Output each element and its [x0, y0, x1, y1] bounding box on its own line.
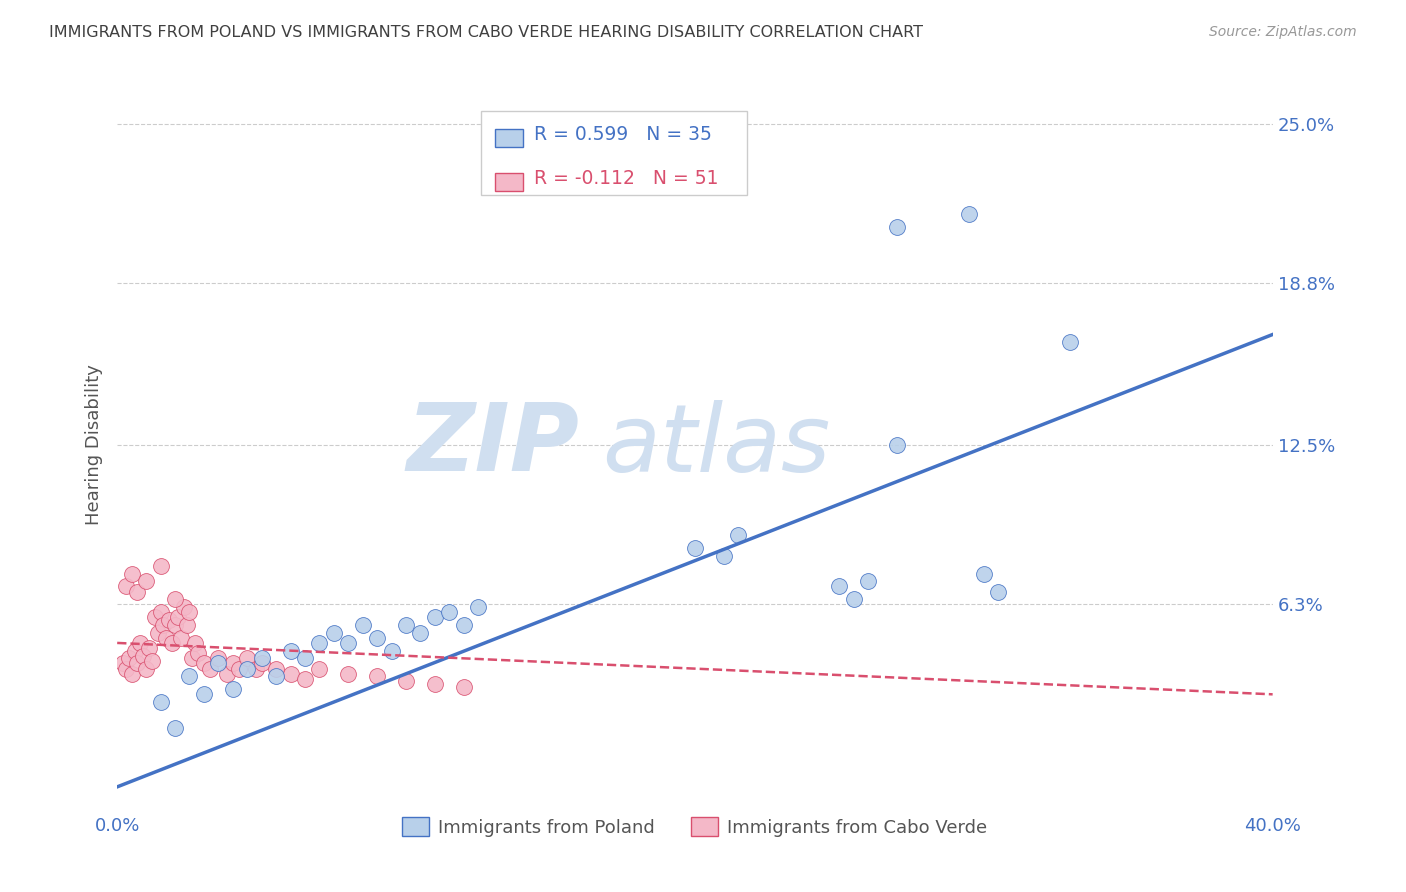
Point [149, 558, 172, 573]
Point [118, 651, 141, 665]
Point [135, 574, 157, 589]
Point [828, 579, 851, 593]
Point [141, 654, 163, 668]
Point [149, 605, 172, 619]
Point [366, 631, 388, 645]
Point [423, 677, 446, 691]
Point [222, 682, 245, 697]
Point [228, 662, 250, 676]
Point [1059, 335, 1081, 350]
Point [467, 599, 489, 614]
Point [453, 680, 475, 694]
Point [155, 631, 177, 645]
Point [713, 549, 735, 563]
Point [264, 662, 287, 676]
Point [308, 636, 330, 650]
Point [111, 657, 134, 671]
Text: IMMIGRANTS FROM POLAND VS IMMIGRANTS FROM CABO VERDE HEARING DISABILITY CORRELAT: IMMIGRANTS FROM POLAND VS IMMIGRANTS FRO… [49, 25, 924, 40]
Text: R = -0.112   N = 51: R = -0.112 N = 51 [534, 169, 718, 188]
Point [115, 662, 138, 676]
Point [322, 625, 344, 640]
Text: R = 0.599   N = 35: R = 0.599 N = 35 [534, 125, 713, 144]
Point [121, 566, 143, 581]
Point [207, 651, 229, 665]
Point [366, 669, 388, 683]
Point [152, 618, 174, 632]
Point [157, 613, 180, 627]
Point [187, 646, 209, 660]
Point [179, 669, 201, 683]
FancyBboxPatch shape [481, 111, 747, 195]
Point [683, 541, 706, 555]
Point [250, 657, 273, 671]
Point [236, 651, 259, 665]
Point [193, 687, 215, 701]
Point [198, 662, 221, 676]
Point [250, 651, 273, 665]
Point [135, 662, 157, 676]
Point [127, 657, 149, 671]
Point [138, 641, 160, 656]
Point [181, 651, 204, 665]
Point [886, 438, 908, 452]
Point [381, 643, 404, 657]
Point [957, 207, 980, 221]
Text: atlas: atlas [603, 400, 831, 491]
Point [129, 636, 152, 650]
FancyBboxPatch shape [495, 173, 523, 191]
Point [409, 625, 432, 640]
Point [236, 662, 259, 676]
Point [207, 657, 229, 671]
Point [149, 695, 172, 709]
Point [124, 643, 146, 657]
FancyBboxPatch shape [495, 129, 523, 146]
Point [163, 721, 186, 735]
Point [143, 610, 166, 624]
Text: ZIP: ZIP [406, 399, 579, 491]
Point [222, 657, 245, 671]
Point [423, 610, 446, 624]
Point [987, 584, 1010, 599]
Point [727, 528, 749, 542]
Point [132, 648, 155, 663]
Point [146, 625, 169, 640]
Point [160, 636, 183, 650]
Point [173, 599, 195, 614]
Point [395, 618, 418, 632]
Point [337, 636, 360, 650]
Y-axis label: Hearing Disability: Hearing Disability [86, 365, 103, 525]
Point [886, 219, 908, 234]
Legend: Immigrants from Poland, Immigrants from Cabo Verde: Immigrants from Poland, Immigrants from … [395, 810, 995, 844]
Text: Source: ZipAtlas.com: Source: ZipAtlas.com [1209, 25, 1357, 39]
Point [973, 566, 995, 581]
Point [395, 674, 418, 689]
Point [308, 662, 330, 676]
Point [280, 643, 302, 657]
Point [264, 669, 287, 683]
Point [294, 651, 316, 665]
Point [163, 618, 186, 632]
Point [170, 631, 193, 645]
Point [166, 610, 188, 624]
Point [294, 672, 316, 686]
Point [163, 592, 186, 607]
Point [280, 666, 302, 681]
Point [858, 574, 880, 589]
Point [842, 592, 865, 607]
Point [453, 618, 475, 632]
Point [115, 579, 138, 593]
Point [337, 666, 360, 681]
Point [121, 666, 143, 681]
Point [215, 666, 238, 681]
Point [193, 657, 215, 671]
Point [352, 618, 374, 632]
Point [179, 605, 201, 619]
Point [176, 618, 198, 632]
Point [439, 605, 461, 619]
Point [127, 584, 149, 599]
Point [245, 662, 267, 676]
Point [184, 636, 207, 650]
